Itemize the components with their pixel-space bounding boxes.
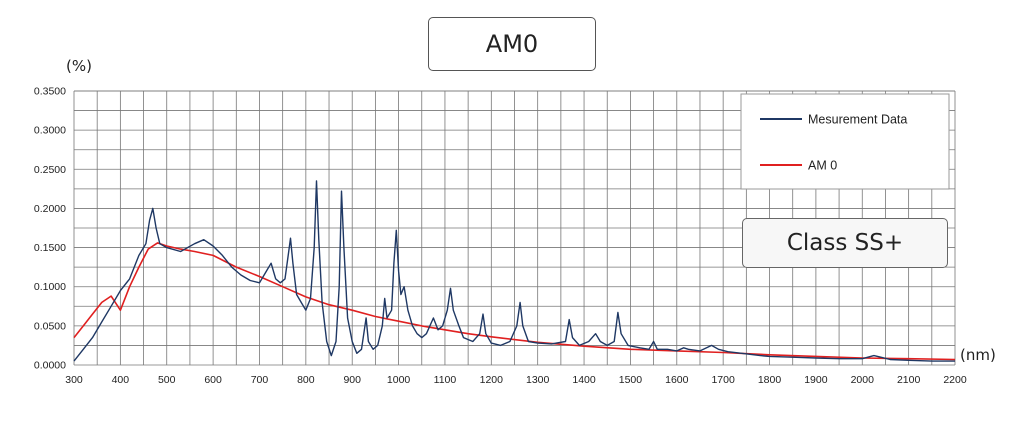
chart-title: AM0 (428, 17, 596, 71)
legend-box (740, 93, 950, 190)
x-tick-label: 2100 (897, 374, 921, 386)
x-tick-label: 700 (251, 374, 269, 386)
x-axis-unit: (nm) (960, 346, 996, 364)
legend: Mesurement Data AM 0 (740, 93, 950, 190)
y-tick-label: 0.0000 (34, 360, 66, 372)
y-tick-label: 0.2000 (34, 203, 66, 215)
series-line-measurement (73, 180, 955, 362)
y-tick-label: 0.2500 (34, 164, 66, 176)
x-tick-label: 500 (158, 374, 176, 386)
x-tick-label: 400 (112, 374, 130, 386)
y-tick-label: 0.1500 (34, 242, 66, 254)
class-badge: Class SS+ (742, 218, 948, 268)
x-tick-label: 1500 (619, 374, 643, 386)
y-tick-label: 0.3000 (34, 125, 66, 137)
x-tick-label: 1200 (480, 374, 504, 386)
y-axis-unit: (%) (66, 57, 92, 75)
x-tick-label: 600 (204, 374, 222, 386)
x-tick-label: 2200 (943, 374, 967, 386)
x-tick-label: 1800 (758, 374, 782, 386)
x-tick-label: 800 (297, 374, 315, 386)
x-tick-label: 900 (343, 374, 361, 386)
y-tick-label: 0.3500 (34, 86, 66, 98)
x-tick-label: 300 (65, 374, 83, 386)
y-tick-labels: 0.0000 0.0500 0.1000 0.1500 0.2000 0.2500 0.30… (34, 86, 66, 372)
x-tick-label: 1600 (665, 374, 689, 386)
x-tick-label: 1700 (711, 374, 735, 386)
y-tick-label: 0.1000 (34, 281, 66, 293)
x-tick-label: 1400 (572, 374, 596, 386)
x-tick-label: 2000 (851, 374, 875, 386)
x-tick-label: 1900 (804, 374, 828, 386)
x-tick-labels: 300 400 500 600 700 800 900 1000 1100 1200 1300 140… (65, 374, 967, 386)
series-lines (73, 180, 956, 362)
legend-label-am0: AM 0 (808, 159, 837, 173)
x-tick-label: 1300 (526, 374, 550, 386)
x-tick-label: 1000 (387, 374, 411, 386)
series-line-am0 (73, 242, 956, 361)
x-tick-label: 1100 (434, 374, 457, 386)
y-tick-label: 0.0500 (34, 320, 66, 332)
legend-label-measurement: Mesurement Data (808, 113, 907, 127)
